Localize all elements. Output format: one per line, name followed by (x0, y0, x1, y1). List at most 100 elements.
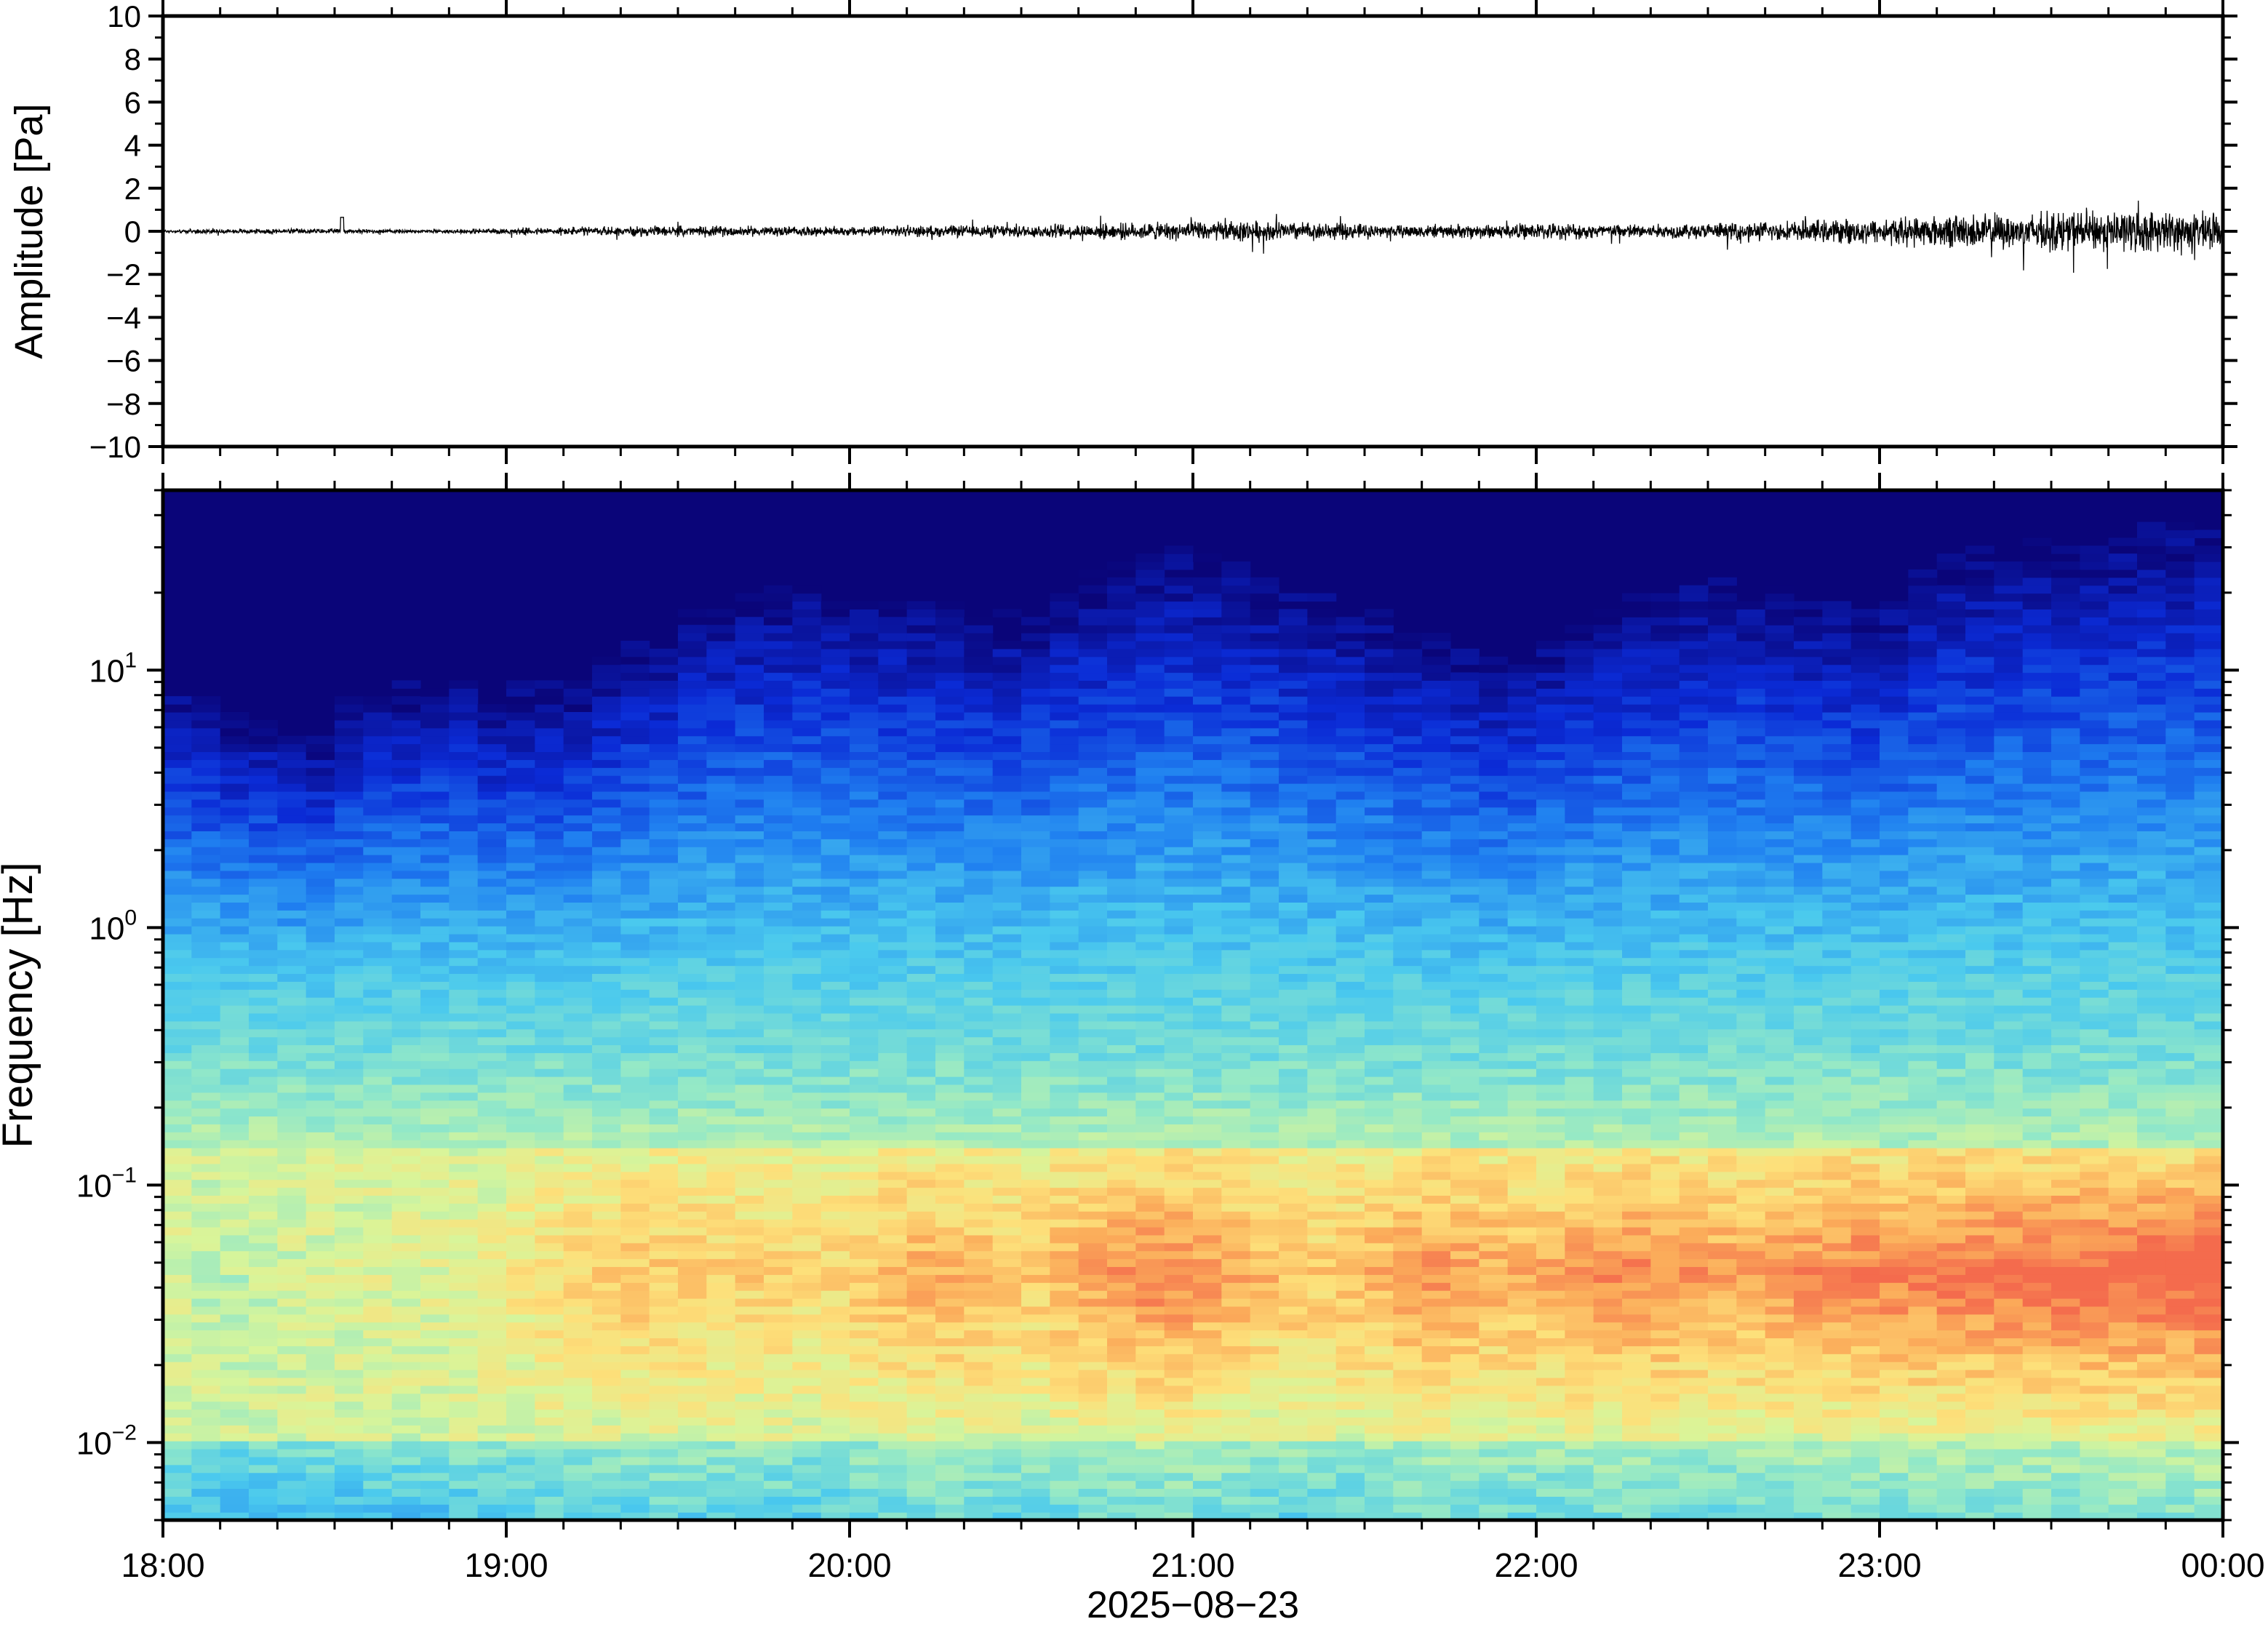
spectrogram-cell (1365, 617, 1394, 625)
spectrogram-cell (535, 1044, 564, 1052)
spectrogram-cell (1135, 775, 1165, 783)
spectrogram-cell (191, 879, 220, 887)
spectrogram-cell (163, 791, 192, 799)
spectrogram-cell (306, 926, 335, 934)
spectrogram-cell (392, 1354, 421, 1362)
spectrogram-cell (1021, 1370, 1050, 1378)
spectrogram-cell (1221, 561, 1250, 569)
spectrogram-cell (1365, 609, 1394, 617)
spectrogram-cell (191, 1116, 220, 1124)
spectrogram-cell (935, 1457, 965, 1465)
spectrogram-cell (277, 1314, 306, 1322)
spectrogram-cell (449, 1488, 478, 1496)
spectrogram-cell (935, 641, 965, 649)
spectrogram-cell (1336, 958, 1365, 966)
spectrogram-cell (1307, 736, 1336, 744)
spectrogram-cell (1165, 1496, 1194, 1504)
spectrogram-cell (1135, 1274, 1165, 1282)
spectrogram-cell (306, 1314, 335, 1322)
spectrogram-cell (1107, 680, 1136, 688)
waveform-y-tick-label: 6 (124, 85, 141, 119)
spectrogram-cell (1221, 823, 1250, 831)
spectrogram-cell (1365, 1298, 1394, 1306)
spectrogram-cell (335, 1021, 364, 1029)
spectrogram-cell (1365, 712, 1394, 720)
spectrogram-cell (907, 1172, 936, 1180)
spectrogram-cell (335, 902, 364, 910)
spectrogram-cell (191, 887, 220, 895)
spectrogram-cell (821, 1251, 850, 1259)
spectrogram-cell (420, 1084, 450, 1092)
spectrogram-cell (821, 847, 850, 855)
spectrogram-cell (363, 759, 392, 767)
spectrogram-cell (392, 989, 421, 997)
spectrogram-cell (850, 1473, 879, 1481)
spectrogram-cell (1107, 1227, 1136, 1235)
spectrogram-cell (620, 1132, 650, 1140)
spectrogram-cell (993, 751, 1022, 759)
spectrogram-cell (191, 1354, 220, 1362)
spectrogram-cell (535, 1116, 564, 1124)
spectrogram-cell (907, 1496, 936, 1504)
spectrogram-cell (191, 942, 220, 950)
spectrogram-cell (706, 1410, 735, 1418)
spectrogram-cell (449, 1211, 478, 1219)
spectrogram-cell (506, 1116, 535, 1124)
spectrogram-cell (850, 989, 879, 997)
spectrogram-cell (1365, 1068, 1394, 1076)
spectrogram-cell (678, 1060, 707, 1068)
spectrogram-cell (1050, 593, 1079, 601)
spectrogram-cell (1050, 728, 1079, 736)
spectrogram-cell (935, 1013, 965, 1021)
spectrogram-cell (363, 1211, 392, 1219)
spectrogram-cell (764, 871, 793, 879)
spectrogram-cell (907, 1290, 936, 1298)
spectrogram-cell (1365, 1394, 1394, 1402)
spectrogram-cell (1193, 1251, 1222, 1259)
spectrogram-cell (249, 863, 278, 871)
spectrogram-cell (1165, 871, 1194, 879)
spectrogram-cell (706, 791, 735, 799)
spectrogram-cell (1079, 783, 1108, 791)
spectrogram-cell (420, 1504, 450, 1512)
spectrogram-cell (163, 1243, 192, 1251)
spectrogram-cell (1050, 641, 1079, 649)
spectrogram-cell (1079, 751, 1108, 759)
spectrogram-cell (620, 863, 650, 871)
spectrogram-cell (821, 879, 850, 887)
spectrogram-cell (592, 1465, 621, 1473)
spectrogram-cell (420, 807, 450, 815)
spectrogram-cell (335, 815, 364, 823)
spectrogram-cell (935, 767, 965, 775)
spectrogram-cell (1279, 855, 1308, 863)
spectrogram-cell (907, 831, 936, 839)
spectrogram-cell (592, 1346, 621, 1354)
spectrogram-cell (1221, 641, 1250, 649)
spectrogram-cell (1107, 981, 1136, 989)
spectrogram-cell (392, 1449, 421, 1457)
spectrogram-cell (1221, 1402, 1250, 1410)
spectrogram-cell (1050, 633, 1079, 641)
spectrogram-cell (993, 1370, 1022, 1378)
spectrogram-cell (907, 633, 936, 641)
spectrogram-cell (1021, 1029, 1050, 1037)
spectrogram-cell (249, 1037, 278, 1045)
spectrogram-cell (1307, 1188, 1336, 1196)
spectrogram-cell (1107, 1481, 1136, 1489)
spectrogram-cell (1135, 791, 1165, 799)
spectrogram-cell (592, 973, 621, 981)
spectrogram-cell (1193, 815, 1222, 823)
spectrogram-cell (1336, 1394, 1365, 1402)
spectrogram-cell (792, 1354, 821, 1362)
spectrogram-cell (1193, 1481, 1222, 1489)
spectrogram-cell (792, 934, 821, 942)
spectrogram-cell (792, 926, 821, 934)
spectrogram-cell (850, 1029, 879, 1037)
spectrogram-cell (878, 989, 907, 997)
spectrogram-cell (764, 1005, 793, 1013)
spectrogram-cell (506, 1417, 535, 1425)
spectrogram-cell (1279, 1164, 1308, 1172)
spectrogram-cell (163, 1195, 192, 1203)
spectrogram-cell (678, 1132, 707, 1140)
spectrogram-cell (964, 1227, 993, 1235)
